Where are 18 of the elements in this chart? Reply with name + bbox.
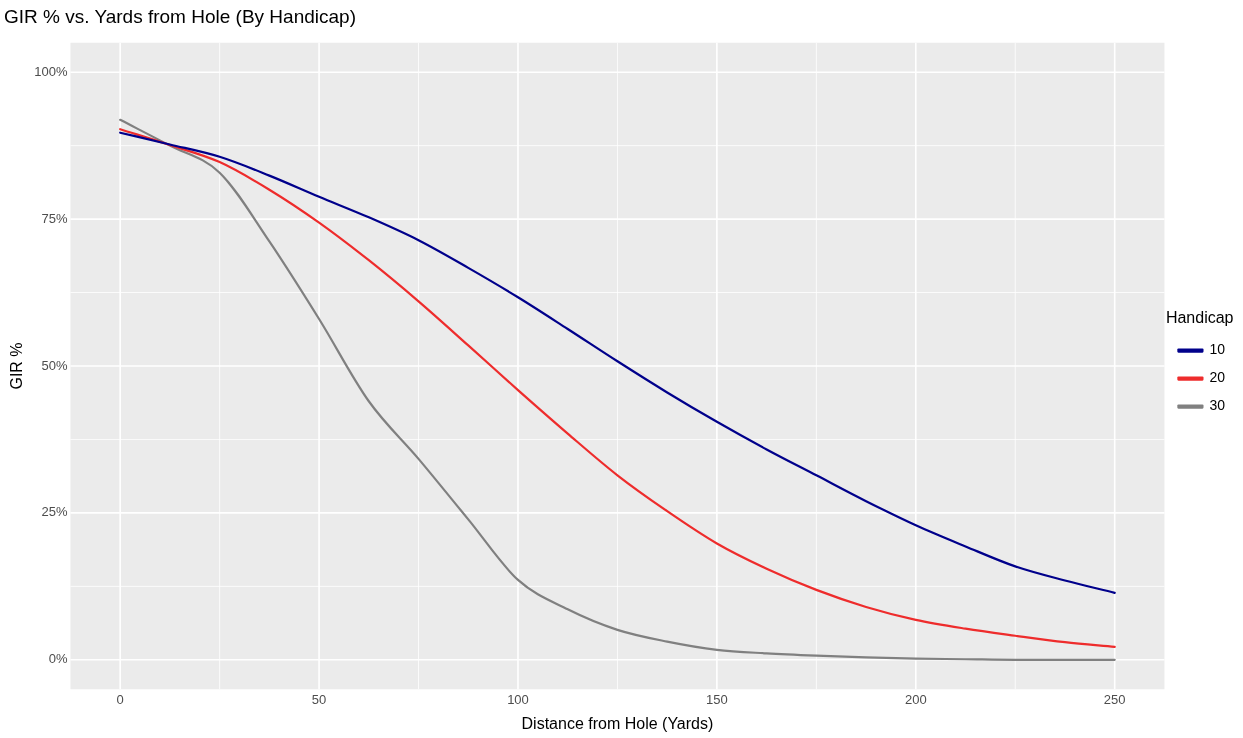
x-tick-label: 250 bbox=[1103, 691, 1126, 707]
x-axis-title: Distance from Hole (Yards) bbox=[521, 714, 714, 732]
y-tick-label: 50% bbox=[41, 357, 68, 373]
y-tick-label: 25% bbox=[41, 504, 68, 520]
y-tick-label: 100% bbox=[34, 63, 68, 79]
legend-title: Handicap bbox=[1165, 308, 1234, 326]
y-tick-label: 0% bbox=[48, 651, 68, 667]
legend-label: 10 bbox=[1209, 341, 1226, 358]
x-tick-label: 200 bbox=[904, 691, 927, 707]
y-tick-label: 75% bbox=[41, 210, 68, 226]
y-axis-title: GIR % bbox=[8, 342, 26, 390]
chart-title: GIR % vs. Yards from Hole (By Handicap) bbox=[4, 5, 356, 27]
legend-label: 30 bbox=[1209, 397, 1226, 414]
x-tick-label: 100 bbox=[507, 691, 529, 707]
x-tick-label: 0 bbox=[116, 691, 124, 707]
x-tick-label: 50 bbox=[311, 691, 327, 707]
legend-label: 20 bbox=[1209, 369, 1226, 386]
x-tick-label: 150 bbox=[706, 691, 728, 707]
